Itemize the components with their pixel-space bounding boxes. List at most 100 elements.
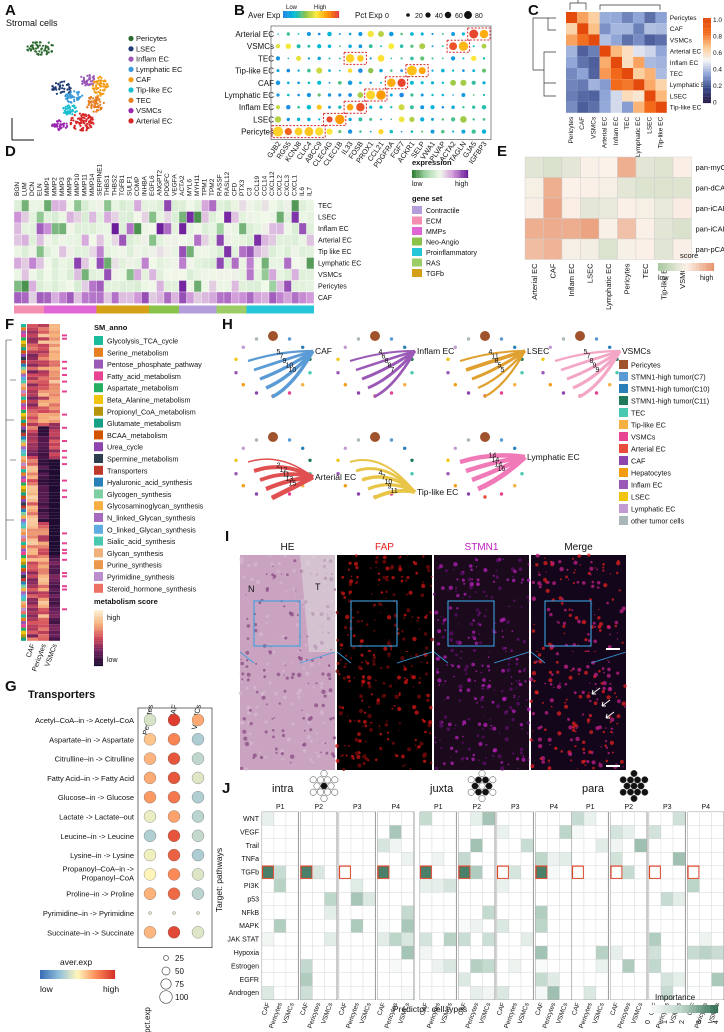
i-texture-dot xyxy=(398,694,401,697)
i-texture-dot xyxy=(248,708,252,712)
d-cell xyxy=(148,211,157,224)
j-cell xyxy=(610,865,623,880)
j-patient-label: P1 xyxy=(434,804,443,811)
d-cell xyxy=(13,234,22,247)
i-texture-dot xyxy=(331,661,334,663)
i-texture-dot xyxy=(267,652,270,655)
f-cell xyxy=(38,465,49,470)
j-cell xyxy=(377,945,390,960)
j-cell xyxy=(622,972,635,987)
f-cell xyxy=(38,634,49,638)
b-row-label: Pericytes xyxy=(241,128,274,137)
f-cell xyxy=(38,597,49,602)
j-cell xyxy=(583,825,597,839)
i-scalebar-1 xyxy=(606,648,620,650)
b-dot xyxy=(327,31,332,37)
e-legend-color xyxy=(687,263,689,271)
d-cell xyxy=(261,268,270,281)
umap-point-4 xyxy=(104,86,107,89)
j-cell xyxy=(285,865,299,880)
i-texture-dot xyxy=(592,766,595,770)
b-dot xyxy=(275,44,281,49)
i-texture-dot xyxy=(450,761,455,766)
f-anno-cell xyxy=(21,432,26,437)
j-cell xyxy=(470,838,483,853)
h-node xyxy=(234,472,238,476)
i-texture-dot xyxy=(297,672,302,678)
j-cell xyxy=(377,878,390,893)
h-legend-swatch xyxy=(619,516,628,525)
i-texture-dot xyxy=(518,679,521,682)
i-texture-dot xyxy=(271,729,275,732)
i-texture-dot xyxy=(436,643,439,646)
i-texture-dot xyxy=(563,632,566,635)
j-cell xyxy=(622,852,635,866)
d-cell xyxy=(231,257,240,270)
b-dot xyxy=(379,68,383,73)
i-texture-dot xyxy=(281,733,286,738)
umap-legend-dot xyxy=(128,35,134,42)
i-texture-dot xyxy=(482,590,486,594)
f-cell xyxy=(27,370,38,374)
i-texture-dot xyxy=(372,605,375,608)
umap-point-3 xyxy=(73,96,76,99)
f-legend-swatch xyxy=(94,418,103,428)
i-texture-dot xyxy=(242,717,246,721)
f-cell xyxy=(27,581,38,585)
j-cell xyxy=(338,878,352,893)
d-cell xyxy=(276,211,285,224)
f-anno-cell xyxy=(21,469,26,473)
i-texture-dot xyxy=(367,684,372,689)
h-node xyxy=(268,432,278,442)
umap-point-2 xyxy=(91,82,94,85)
c-row-label: Tip-like EC xyxy=(670,105,702,112)
j-legend-color xyxy=(655,1005,657,1013)
b-dot xyxy=(398,116,405,123)
f-cell xyxy=(27,611,38,615)
i-texture xyxy=(335,652,433,771)
i-texture-dot xyxy=(442,683,445,686)
d-cell xyxy=(103,222,112,235)
i-texture-dot xyxy=(504,737,509,742)
i-texture-dot xyxy=(575,736,580,742)
umap-point-8 xyxy=(80,119,83,122)
f-cell xyxy=(49,627,60,631)
i-texture-dot xyxy=(348,582,353,587)
umap-point-5 xyxy=(71,113,74,116)
i-texture-dot xyxy=(404,764,407,766)
i-texture-dot xyxy=(361,661,363,664)
f-cell xyxy=(38,416,49,420)
i-texture-dot xyxy=(589,598,592,602)
i-texture-dot xyxy=(574,745,577,748)
i-texture-dot xyxy=(402,637,406,641)
i-texture-dot xyxy=(571,667,575,671)
f-anno-cell xyxy=(21,492,26,496)
f-anno-cell xyxy=(21,363,26,367)
d-cell xyxy=(103,245,112,258)
i-texture-dot xyxy=(478,611,481,614)
d-cell xyxy=(223,211,232,224)
f-anno-cell xyxy=(21,564,26,569)
e-cell xyxy=(635,177,655,199)
b-dot xyxy=(296,55,302,61)
d-legend-title: expression xyxy=(412,158,452,167)
j-cell xyxy=(324,825,337,839)
i-mark-t: T xyxy=(315,582,321,592)
d-cell xyxy=(253,257,262,270)
j-cell xyxy=(273,878,287,893)
i-texture-dot xyxy=(598,609,600,611)
j-legend-color xyxy=(701,1005,703,1013)
j-tgfb-box xyxy=(496,865,510,880)
i-texture-dot xyxy=(403,667,408,671)
d-cell xyxy=(276,257,285,270)
f-cell xyxy=(38,561,49,565)
j-cell xyxy=(482,972,495,987)
g-row-label: Propanoyl–CoA–in -> xyxy=(62,864,134,873)
b-dot xyxy=(358,117,363,122)
h-node xyxy=(575,331,585,341)
j-cell xyxy=(496,852,510,866)
f-cell xyxy=(27,403,38,407)
i-texture-dot xyxy=(416,694,422,699)
i-texture-dot xyxy=(345,654,348,657)
i-texture-dot xyxy=(361,681,365,684)
